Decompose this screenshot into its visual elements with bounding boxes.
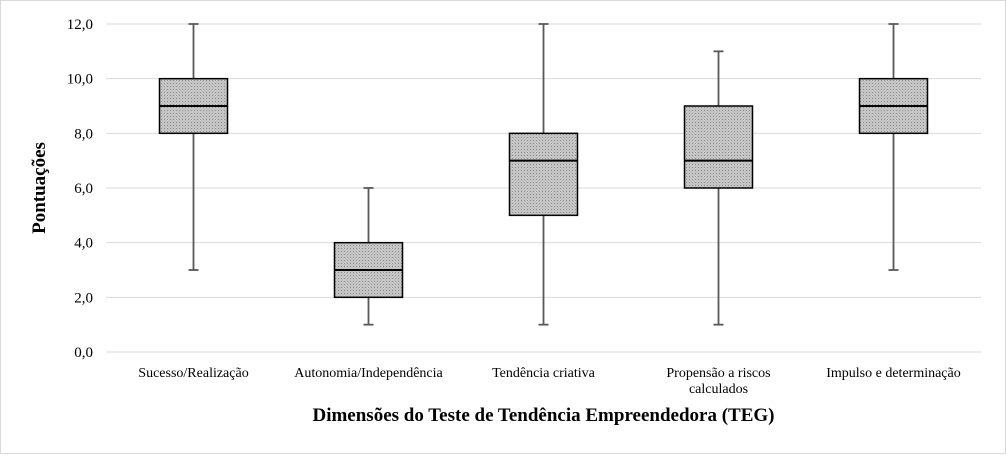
- x-category-label-line: Autonomia/Independência: [294, 366, 443, 381]
- x-category-label: Propensão a riscos calculados: [666, 366, 770, 397]
- x-axis-category-labels: Sucesso/Realização Autonomia/Independênci…: [138, 366, 960, 397]
- box-group: [508, 23, 579, 326]
- iqr-box: [683, 105, 754, 189]
- y-tick-label: 8,0: [74, 126, 93, 142]
- boxes: [158, 23, 929, 326]
- y-tick-label: 10,0: [67, 72, 93, 88]
- y-tick-label: 0,0: [74, 345, 93, 361]
- y-tick-label: 2,0: [74, 290, 93, 306]
- x-category-label: Tendência criativa: [492, 366, 596, 381]
- x-category-label-line: calculados: [689, 382, 748, 397]
- box-group: [858, 23, 929, 271]
- iqr-box: [508, 132, 579, 217]
- y-tick-label: 4,0: [74, 236, 93, 252]
- x-category-label: Impulso e determinação: [826, 366, 961, 381]
- box-group: [333, 187, 404, 326]
- y-tick-label: 6,0: [74, 181, 93, 197]
- y-axis-title: Pontuações: [29, 142, 50, 234]
- x-category-label: Autonomia/Independência: [294, 366, 443, 381]
- y-tick-label: 12,0: [67, 17, 93, 33]
- x-category-label: Sucesso/Realização: [138, 366, 248, 381]
- x-category-label-line: Sucesso/Realização: [138, 366, 248, 381]
- x-axis-title: Dimensões do Teste de Tendência Empreend…: [312, 405, 774, 426]
- x-category-label-line: Tendência criativa: [492, 366, 596, 381]
- box-group: [158, 23, 229, 271]
- y-axis-tick-labels: 0,0 2,0 4,0 6,0 8,0 10,0 12,0: [67, 17, 93, 361]
- x-category-label-line: Propensão a riscos: [666, 366, 770, 381]
- x-category-label-line: Impulso e determinação: [826, 366, 961, 381]
- box-group: [683, 50, 754, 326]
